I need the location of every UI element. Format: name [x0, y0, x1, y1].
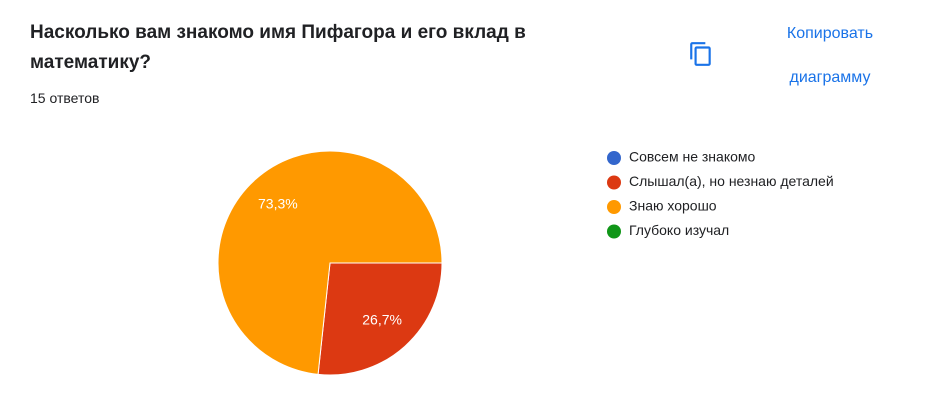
legend-marker — [607, 200, 621, 214]
legend-marker — [607, 151, 621, 165]
legend-marker — [607, 175, 621, 190]
copy-chart-button[interactable]: Копировать диаграмму — [786, 25, 874, 86]
legend-label: Знаю хорошо — [629, 198, 717, 214]
legend-label: Слышал(а), но незнаю деталей — [629, 173, 834, 189]
slice-label: 73,3% — [258, 196, 298, 212]
legend-label: Совсем не знакомо — [629, 149, 756, 165]
response-count: 15 ответов — [30, 90, 100, 106]
slice-label: 26,7% — [362, 312, 402, 328]
pie-slice — [317, 262, 443, 376]
chart-title: Насколько вам знакомо имя Пифагора и его… — [30, 22, 526, 73]
chart: 26,7% 73,3% Совсем не знакомо Слышал(а), но… — [217, 149, 834, 376]
legend-label: Глубоко изучал — [629, 222, 729, 238]
legend-marker — [607, 224, 621, 239]
copy-icon[interactable] — [688, 40, 714, 68]
